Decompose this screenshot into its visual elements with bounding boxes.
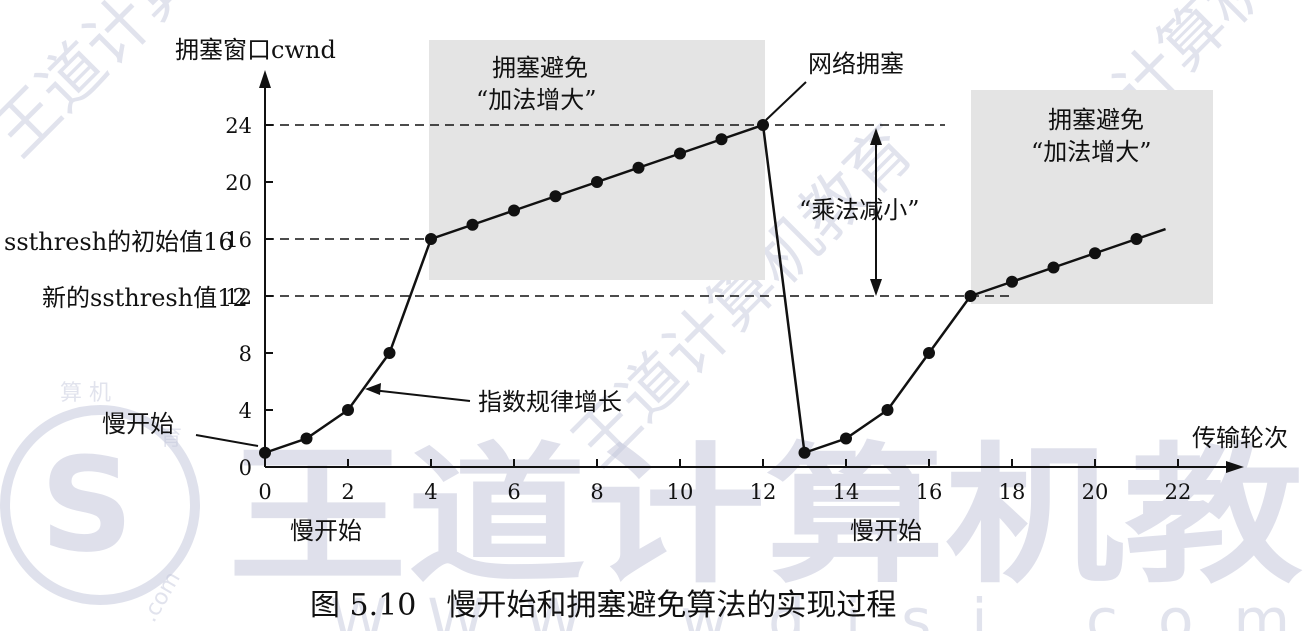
y-tick-label-12: 12 [225, 285, 252, 309]
series-1-point-8 [591, 176, 603, 188]
x-axis-arrow [1226, 461, 1244, 473]
x-tick-label-6: 6 [507, 480, 520, 504]
series-1-point-11 [715, 133, 728, 146]
series-1-point-1 [300, 432, 313, 445]
y-tick-label-0: 0 [239, 456, 252, 480]
y-axis-arrow [259, 70, 271, 88]
watermark-seal-side: .com [137, 567, 186, 626]
series-2-point-19 [1047, 261, 1060, 274]
x-tick-label-22: 22 [1165, 480, 1192, 504]
x-tick-label-14: 14 [833, 480, 860, 504]
shade-congestion-avoidance-1 [429, 40, 765, 280]
leader-network-congestion [765, 81, 807, 121]
annotation-slow-start-phase-1: 慢开始 [290, 517, 362, 545]
series-1-point-10 [674, 147, 686, 160]
cwnd-line [264, 123, 1137, 455]
x-tick-label-16: 16 [916, 480, 943, 504]
watermark-seal-ring [0, 405, 200, 605]
series-1-point-9 [632, 161, 645, 174]
series-2-point-14 [840, 432, 852, 445]
reference-lines [265, 124, 1012, 297]
threshold-label-initial: ssthresh的初始值16 [4, 228, 234, 256]
annotation-network-congestion: 网络拥塞 [808, 50, 904, 78]
series-2-point-18 [1006, 275, 1018, 288]
annotation-ca2-line2: “加法增大” [1031, 138, 1152, 166]
x-tick-label-4: 4 [424, 480, 437, 504]
x-tick-label-18: 18 [999, 480, 1026, 504]
y-tick-label-20: 20 [225, 171, 252, 195]
md-arrow-head-up [870, 128, 882, 145]
series-2-point-16 [923, 347, 935, 359]
leader-exponential [371, 389, 471, 402]
annotation-exponential-growth: 指数规律增长 [478, 388, 622, 416]
md-arrow-head-down [870, 279, 882, 296]
y-tick-label-16: 16 [225, 228, 252, 252]
leader-slow-start [195, 434, 259, 447]
x-tick-label-20: 20 [1082, 480, 1109, 504]
watermark-seal-right: 育 [160, 426, 182, 451]
leader-exponential-head [365, 383, 381, 395]
x-axis-title: 传输轮次 [1192, 424, 1288, 452]
figure-caption: 图 5.10 慢开始和拥塞避免算法的实现过程 [310, 588, 896, 623]
watermark-diagonal-1: 王道计算机教育 [0, 0, 348, 171]
shade-congestion-avoidance-2 [971, 90, 1213, 304]
watermark-seal-glyph: S [40, 429, 134, 581]
y-tick-label-4: 4 [239, 399, 252, 423]
x-tick-label-8: 8 [590, 480, 603, 504]
threshold-label-new: 新的ssthresh值12 [42, 284, 248, 312]
x-ticks: 0 2 4 6 8 10 12 14 16 18 20 22 [258, 459, 1191, 504]
x-tick-label-12: 12 [750, 480, 777, 504]
annotation-ca1-line2: “加法增大” [476, 86, 597, 114]
series-2-point-13 [798, 446, 811, 459]
series-1-point-2 [342, 404, 354, 416]
series-2-point-20 [1089, 247, 1101, 260]
series-1-point-12 [757, 119, 769, 131]
multiplicative-decrease-arrow [870, 128, 882, 296]
series-2-point-21 [1130, 233, 1143, 245]
x-tick-label-2: 2 [341, 480, 354, 504]
series-1-point-4 [425, 233, 437, 245]
series-2-point-17 [964, 290, 977, 302]
watermark-seal-top: 算 机 [60, 381, 111, 406]
annotation-ca1-line1: 拥塞避免 [492, 54, 588, 82]
axes [259, 70, 1244, 473]
series-1-point-3 [383, 347, 396, 359]
x-tick-label-0: 0 [258, 480, 271, 504]
annotation-slow-start-phase-2: 慢开始 [850, 517, 922, 545]
y-axis-title: 拥塞窗口cwnd [175, 36, 336, 64]
annotation-ca2-line1: 拥塞避免 [1048, 106, 1144, 134]
series-2-point-15 [881, 404, 894, 416]
y-ticks: 0 4 8 12 16 20 24 [225, 114, 273, 480]
y-tick-label-8: 8 [239, 342, 252, 366]
annotation-multiplicative-decrease: “乘法减小” [799, 196, 920, 224]
watermark-big-text: 王道计算机教 [228, 430, 1303, 604]
annotation-slow-start-point: 慢开始 [102, 410, 174, 438]
series-1-point-7 [549, 190, 562, 203]
series-1-point-6 [508, 204, 520, 217]
series-layer [259, 119, 1166, 459]
series-1-point-5 [466, 218, 479, 231]
y-tick-label-24: 24 [225, 114, 252, 138]
series-1-point-0 [259, 446, 271, 459]
x-tick-label-10: 10 [667, 480, 694, 504]
